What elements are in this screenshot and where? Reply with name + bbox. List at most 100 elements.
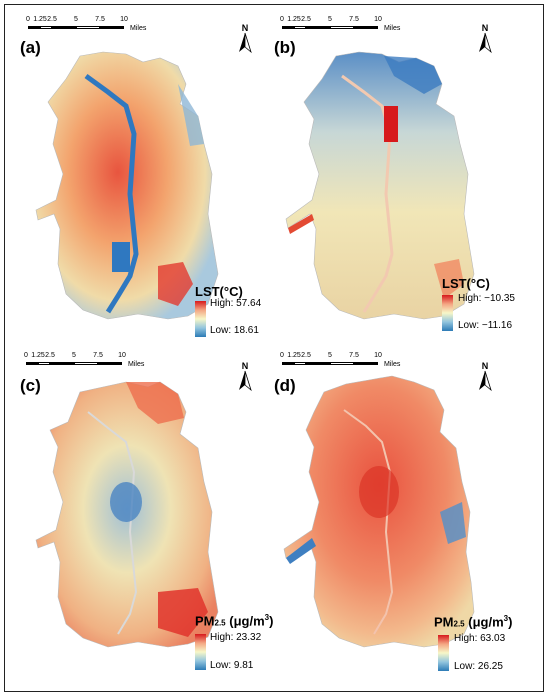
panel-a: 0 1.25 2.5 5 7.5 10 Miles (a) N LST(°C: [8, 14, 278, 354]
scale-segment: [306, 362, 330, 365]
scale-segment: [76, 26, 100, 29]
legend-color-ramp: [438, 635, 449, 671]
legend-high: High: −10.35: [458, 293, 515, 304]
north-label: N: [241, 361, 249, 371]
legend-title: PM2.5 (μg/m3): [195, 613, 273, 628]
river: [341, 74, 394, 313]
panel-c: 0 1.25 2.5 5 7.5 10 Miles (c) N PM2.5: [8, 352, 278, 692]
scale-units: Miles: [128, 361, 145, 368]
panel-d: 0 1.25 2.5 5 7.5 10 Miles (d) N PM2.5: [274, 352, 544, 692]
scale-tick: 10: [120, 16, 128, 23]
legend-low: Low: 18.61: [210, 325, 259, 336]
river: [343, 409, 394, 635]
scale-units: Miles: [130, 25, 147, 32]
scale-tick: 2.5: [301, 16, 311, 23]
legend-title: LST(°C): [442, 276, 490, 291]
scale-bar: 0 1.25 2.5 5 7.5 10 Miles: [26, 16, 178, 36]
scale-tick: 5: [328, 16, 332, 23]
pm25-map-d: [283, 375, 475, 648]
pm25-map-c: [35, 381, 219, 648]
scale-tick: 0: [280, 352, 284, 359]
scale-segment: [282, 26, 294, 29]
hotspot: [384, 106, 398, 142]
scale-segment: [354, 26, 378, 29]
scale-segment: [330, 362, 354, 365]
panel-label: (d): [274, 376, 296, 395]
scale-bar: 0 1.25 2.5 5 7.5 10 Miles: [24, 352, 176, 372]
scale-tick: 7.5: [93, 352, 103, 359]
scale-tick: 2.5: [47, 16, 57, 23]
lake: [112, 242, 130, 272]
scale-tick: 1.25: [287, 352, 301, 359]
legend-title-sup: 3: [264, 613, 270, 622]
hotspot: [158, 262, 193, 306]
lst-map-b: [285, 51, 475, 320]
legend-title-sub: 2.5: [214, 618, 226, 628]
warm-patch: [434, 259, 464, 299]
legend-high: High: 63.03: [454, 633, 506, 644]
scale-tick: 0: [280, 16, 284, 23]
warm-area: [126, 382, 184, 424]
river: [84, 73, 139, 314]
scale-bar: 0 1.25 2.5 5 7.5 10 Miles: [280, 16, 432, 36]
north-arrow-icon: N: [236, 23, 254, 54]
scale-segment: [306, 26, 330, 29]
legend-low: Low: −11.16: [458, 320, 513, 331]
cool-area: [178, 84, 204, 146]
scale-tick: 0: [26, 16, 30, 23]
legend-low: Low: 26.25: [454, 661, 503, 672]
legend-title: LST(°C): [195, 284, 243, 299]
scale-segment: [28, 26, 40, 29]
scale-segment: [74, 362, 98, 365]
scale-tick: 7.5: [95, 16, 105, 23]
legend-title-sup: 3: [503, 614, 509, 623]
legend-title-end: ): [269, 613, 274, 629]
cool-area: [384, 56, 442, 94]
panel-label: (c): [20, 376, 41, 395]
north-arrow-icon: N: [476, 361, 494, 392]
scale-tick: 7.5: [349, 16, 359, 23]
scale-units: Miles: [384, 25, 401, 32]
hotspot: [158, 588, 208, 637]
scale-segment: [38, 362, 50, 365]
hotspot: [359, 466, 399, 518]
scale-tick: 1.25: [33, 16, 47, 23]
cool-area: [110, 482, 142, 522]
legend-title: PM2.5 (μg/m3): [434, 614, 512, 629]
panel-label: (a): [20, 38, 41, 57]
scale-segment: [100, 26, 124, 29]
legend-high: High: 57.64: [210, 298, 262, 309]
north-label: N: [481, 361, 489, 371]
scale-tick: 10: [118, 352, 126, 359]
legend-color-ramp: [442, 295, 453, 331]
legend-title-units: (μg/m: [225, 613, 265, 629]
scale-segment: [26, 362, 38, 365]
panel-b: 0 1.25 2.5 5 7.5 10 Miles (b) N L: [274, 14, 544, 354]
north-label: N: [241, 23, 249, 33]
scale-units: Miles: [384, 361, 401, 368]
cool-area: [440, 502, 466, 544]
scale-tick: 0: [24, 352, 28, 359]
scale-segment: [330, 26, 354, 29]
scale-tick: 2.5: [45, 352, 55, 359]
scale-tick: 7.5: [349, 352, 359, 359]
panel-label: (b): [274, 38, 296, 57]
north-label: N: [481, 23, 489, 33]
scale-segment: [50, 362, 74, 365]
scale-tick: 5: [74, 16, 78, 23]
legend-title-main: PM: [195, 613, 215, 629]
legend-title-sub: 2.5: [453, 619, 465, 629]
legend-title-units: (μg/m: [464, 614, 504, 630]
scale-tick: 1.25: [31, 352, 45, 359]
legend-color-ramp: [195, 634, 206, 670]
warm-strip: [288, 214, 314, 234]
scale-tick: 10: [374, 352, 382, 359]
scale-segment: [52, 26, 76, 29]
scale-tick: 1.25: [287, 16, 301, 23]
scale-tick: 5: [328, 352, 332, 359]
lst-map-a: [35, 51, 219, 320]
legend-title-end: ): [508, 614, 513, 630]
scale-segment: [40, 26, 52, 29]
legend-low: Low: 9.81: [210, 660, 254, 671]
scale-tick: 10: [374, 16, 382, 23]
